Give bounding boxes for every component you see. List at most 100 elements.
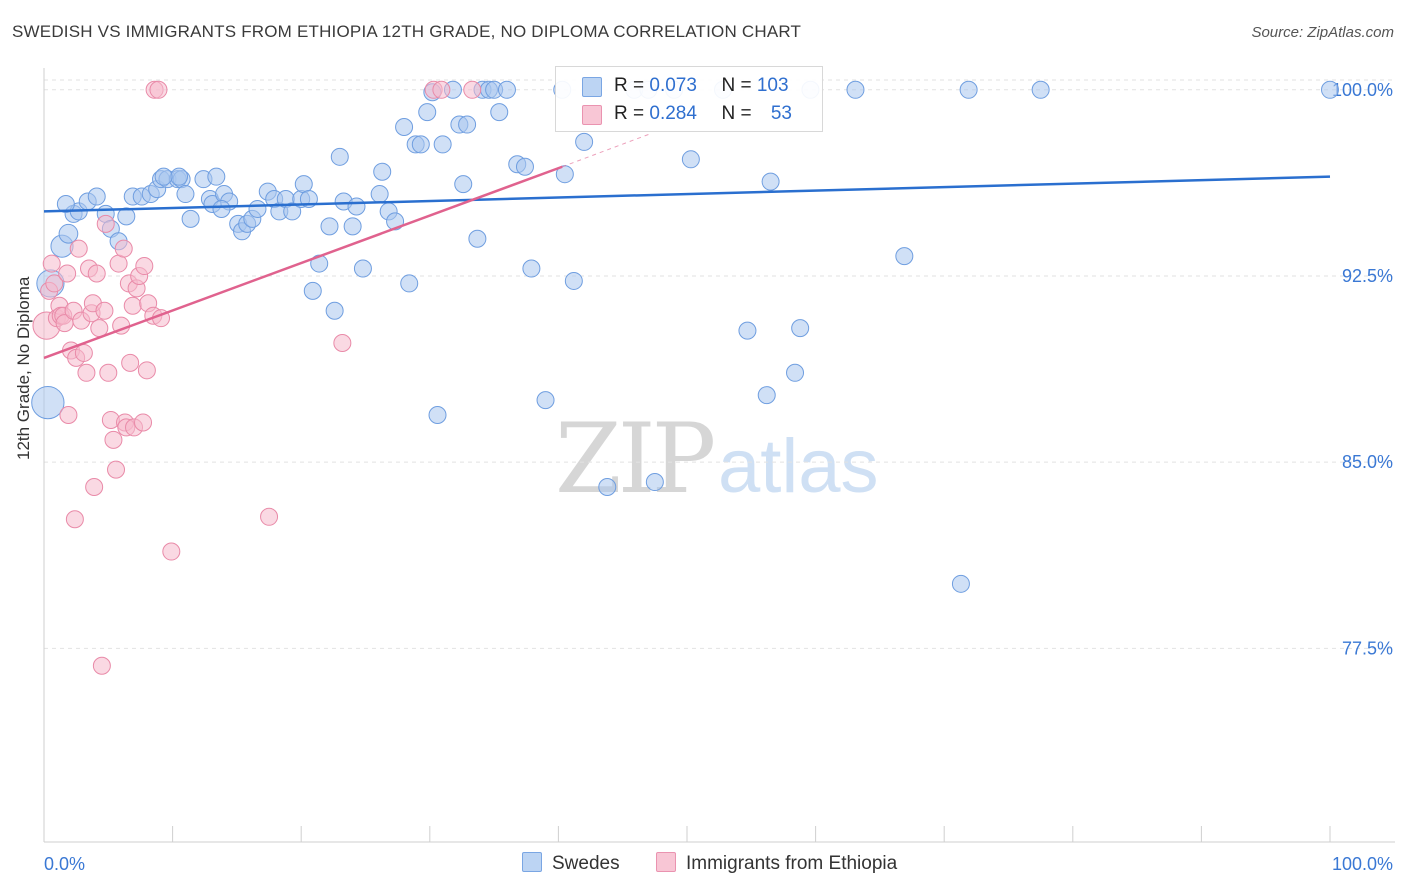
swedes-point [468, 229, 487, 248]
swedes-point [303, 281, 322, 300]
swedes-point [400, 274, 419, 293]
swedes-point [418, 103, 437, 122]
swedes-point [353, 259, 372, 278]
ethiopia-trend-line [43, 165, 563, 360]
ethiopia-point [114, 239, 133, 258]
ethiopia-point [58, 264, 77, 283]
swedes-point [681, 150, 700, 169]
swedes-point [56, 194, 75, 213]
swedes-point [791, 319, 810, 338]
ethiopia-point [74, 343, 93, 362]
ethiopia-point [135, 257, 154, 276]
ethiopia-point [333, 334, 352, 353]
swedes-point [428, 406, 447, 425]
chart-title: SWEDISH VS IMMIGRANTS FROM ETHIOPIA 12TH… [12, 22, 802, 41]
swedes-point [490, 103, 509, 122]
ethiopia-point [45, 274, 64, 293]
swedes-point [181, 209, 200, 228]
swedes-point [87, 187, 106, 206]
ethiopia-r-label: R = [614, 103, 650, 124]
ethiopia-point [42, 254, 61, 273]
ethiopia-point [59, 406, 78, 425]
swedes-point [738, 321, 757, 340]
swedes-point [1321, 80, 1339, 99]
swedes-point [895, 247, 914, 266]
swedes-point [370, 185, 389, 204]
source-credit: Source: ZipAtlas.com [1251, 24, 1394, 41]
ethiopia-point [260, 507, 279, 526]
swedes-point [212, 199, 231, 218]
swedes-point [786, 363, 805, 382]
swedes-point [1031, 80, 1050, 99]
ethiopia-point [99, 363, 118, 382]
swedes-swatch [582, 77, 602, 97]
swedes-point [117, 207, 136, 226]
swedes-point [330, 147, 349, 166]
swedes-trend-line [43, 175, 1331, 213]
swedes-point [515, 157, 534, 176]
swedes-point [343, 217, 362, 236]
bottom-swedes-swatch [522, 852, 542, 872]
swedes-point [207, 167, 226, 186]
y-axis-label: 12th Grade, No Diploma [14, 276, 33, 460]
ethiopia-point [95, 301, 114, 320]
ethiopia-point [121, 353, 140, 372]
ethiopia-point [134, 413, 153, 432]
swedes-point [31, 385, 65, 420]
swedes-point [761, 172, 780, 191]
bottom-ethiopia-label: Immigrants from Ethiopia [686, 853, 898, 874]
ethiopia-point [137, 361, 156, 380]
y-tick-label: 85.0% [1342, 452, 1393, 472]
bottom-ethiopia-swatch [656, 852, 676, 872]
ethiopia-point [123, 296, 142, 315]
swedes-point [176, 185, 195, 204]
ethiopia-point [162, 542, 181, 561]
ethiopia-point [107, 460, 126, 479]
swedes-point [373, 162, 392, 181]
ethiopia-point [104, 430, 123, 449]
swedes-point [846, 80, 865, 99]
ethiopia-point [92, 656, 111, 675]
swedes-point [959, 80, 978, 99]
swedes-point [248, 199, 267, 218]
swedes-point [283, 202, 302, 221]
ethiopia-point [149, 80, 168, 99]
swedes-point [757, 386, 776, 405]
ethiopia-point [65, 510, 84, 529]
x-tick-label: 100.0% [1332, 854, 1393, 874]
swedes-point [598, 477, 617, 496]
watermark-zip: ZIP [555, 403, 714, 515]
swedes-point [458, 115, 477, 134]
ethiopia-point [463, 80, 482, 99]
y-tick-label: 92.5% [1342, 266, 1393, 286]
swedes-point [411, 135, 430, 154]
stats-legend: R = 0.073 N = 103 R = 0.284 N = 53 [555, 66, 823, 132]
ethiopia-point [77, 363, 96, 382]
swedes-point [154, 167, 173, 186]
ethiopia-point [432, 80, 451, 99]
swedes-point [325, 301, 344, 320]
bottom-swedes-label: Swedes [552, 853, 620, 874]
bottom-legend-ethiopia: Immigrants from Ethiopia [656, 852, 897, 875]
ethiopia-point [96, 214, 115, 233]
swedes-points [31, 80, 1339, 593]
swedes-point [645, 473, 664, 492]
bottom-legend-swedes: Swedes [522, 852, 620, 875]
y-tick-label: 77.5% [1342, 638, 1393, 658]
swedes-r-value: 0.073 [649, 75, 697, 96]
swedes-point [951, 574, 970, 593]
swedes-point [522, 259, 541, 278]
swedes-point [536, 391, 555, 410]
ethiopia-points [32, 80, 482, 675]
ethiopia-n-label: N = [721, 103, 757, 124]
ethiopia-swatch [582, 105, 602, 125]
swedes-point [497, 80, 516, 99]
watermark-atlas: atlas [718, 424, 879, 509]
swedes-point [58, 223, 79, 244]
swedes-point [433, 135, 452, 154]
swedes-point [395, 118, 414, 137]
swedes-point [320, 217, 339, 236]
ethiopia-r-value: 0.284 [649, 103, 697, 124]
ethiopia-trend-extension [562, 134, 649, 168]
